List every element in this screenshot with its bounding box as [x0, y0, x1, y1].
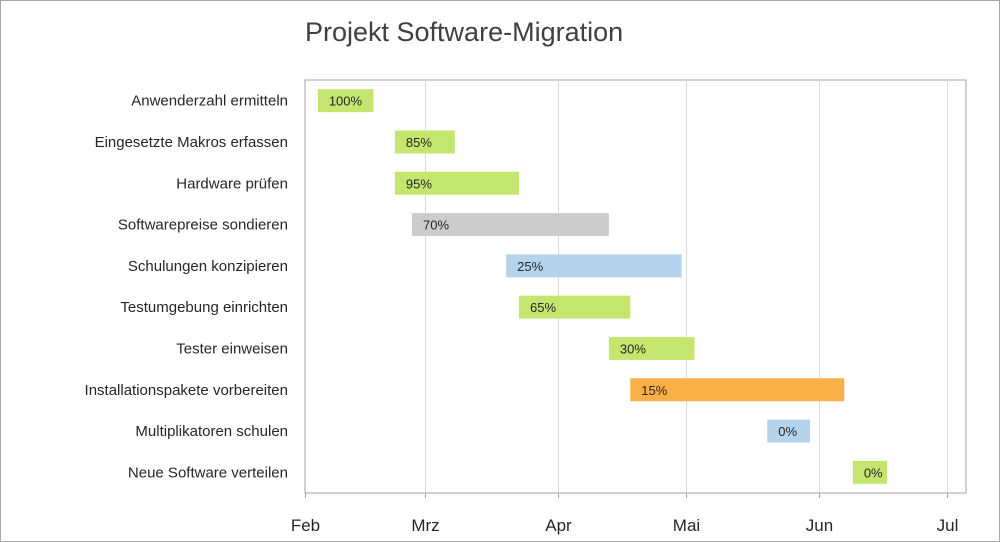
chart-title: Projekt Software-Migration: [305, 17, 624, 47]
task-bar: [519, 295, 631, 319]
category-label: Neue Software verteilen: [128, 464, 288, 481]
task-bar: [630, 378, 845, 402]
x-tick-label: Mai: [673, 516, 700, 535]
category-label: Installationspakete vorbereiten: [85, 382, 288, 399]
x-tick-label: Jul: [937, 516, 959, 535]
category-label: Multiplikatoren schulen: [135, 423, 288, 440]
category-label: Schulungen konzipieren: [128, 258, 288, 275]
category-label: Anwenderzahl ermitteln: [131, 93, 288, 110]
progress-label: 85%: [406, 135, 432, 150]
progress-label: 65%: [530, 300, 556, 315]
progress-label: 100%: [329, 94, 363, 109]
task-bar: [506, 254, 682, 278]
progress-label: 95%: [406, 176, 432, 191]
plot-area: [304, 79, 967, 494]
progress-label: 0%: [864, 465, 883, 480]
task-bar: [852, 460, 888, 484]
x-tick-label: Feb: [291, 516, 320, 535]
task-bar: [412, 213, 609, 237]
x-tick-label: Mrz: [411, 516, 439, 535]
x-tick-label: Jun: [806, 516, 833, 535]
task-bar: [317, 89, 374, 113]
task-bar: [394, 171, 519, 195]
category-label: Softwarepreise sondieren: [118, 217, 288, 234]
task-bar: [608, 336, 695, 360]
category-label: Hardware prüfen: [176, 175, 288, 192]
progress-label: 25%: [517, 259, 543, 274]
task-bar: [394, 130, 455, 154]
progress-label: 30%: [620, 341, 646, 356]
progress-label: 70%: [423, 218, 449, 233]
x-tick-label: Apr: [545, 516, 572, 535]
progress-label: 15%: [641, 383, 667, 398]
category-label: Eingesetzte Makros erfassen: [95, 134, 288, 151]
category-label: Tester einweisen: [176, 340, 288, 357]
category-label: Testumgebung einrichten: [120, 299, 288, 316]
progress-label: 0%: [778, 424, 797, 439]
task-bar: [767, 419, 811, 443]
